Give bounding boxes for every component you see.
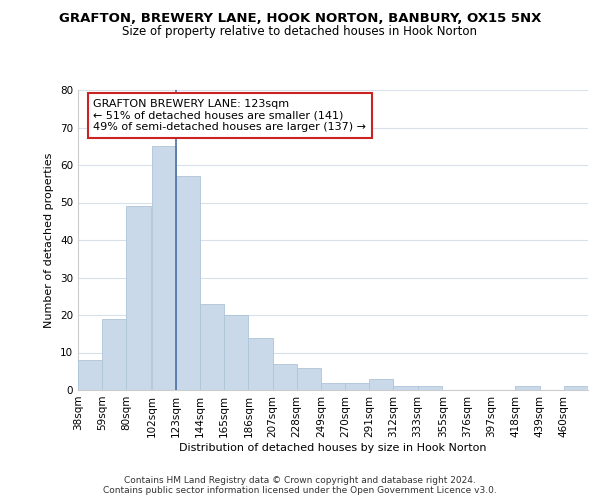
Bar [564,386,588,390]
Bar [345,382,369,390]
Text: GRAFTON, BREWERY LANE, HOOK NORTON, BANBURY, OX15 5NX: GRAFTON, BREWERY LANE, HOOK NORTON, BANB… [59,12,541,26]
Text: Size of property relative to detached houses in Hook Norton: Size of property relative to detached ho… [122,25,478,38]
Bar [102,319,127,390]
Y-axis label: Number of detached properties: Number of detached properties [44,152,55,328]
Bar [200,304,224,390]
Bar [297,368,321,390]
Bar [224,315,248,390]
Bar [515,386,539,390]
Text: Contains HM Land Registry data © Crown copyright and database right 2024.: Contains HM Land Registry data © Crown c… [124,476,476,485]
Bar [152,146,176,390]
Bar [248,338,272,390]
Bar [394,386,418,390]
Text: GRAFTON BREWERY LANE: 123sqm
← 51% of detached houses are smaller (141)
49% of s: GRAFTON BREWERY LANE: 123sqm ← 51% of de… [94,99,366,132]
Bar [176,176,200,390]
Bar [127,206,151,390]
X-axis label: Distribution of detached houses by size in Hook Norton: Distribution of detached houses by size … [179,442,487,452]
Bar [78,360,102,390]
Bar [418,386,442,390]
Bar [369,379,394,390]
Text: Contains public sector information licensed under the Open Government Licence v3: Contains public sector information licen… [103,486,497,495]
Bar [321,382,345,390]
Bar [272,364,297,390]
